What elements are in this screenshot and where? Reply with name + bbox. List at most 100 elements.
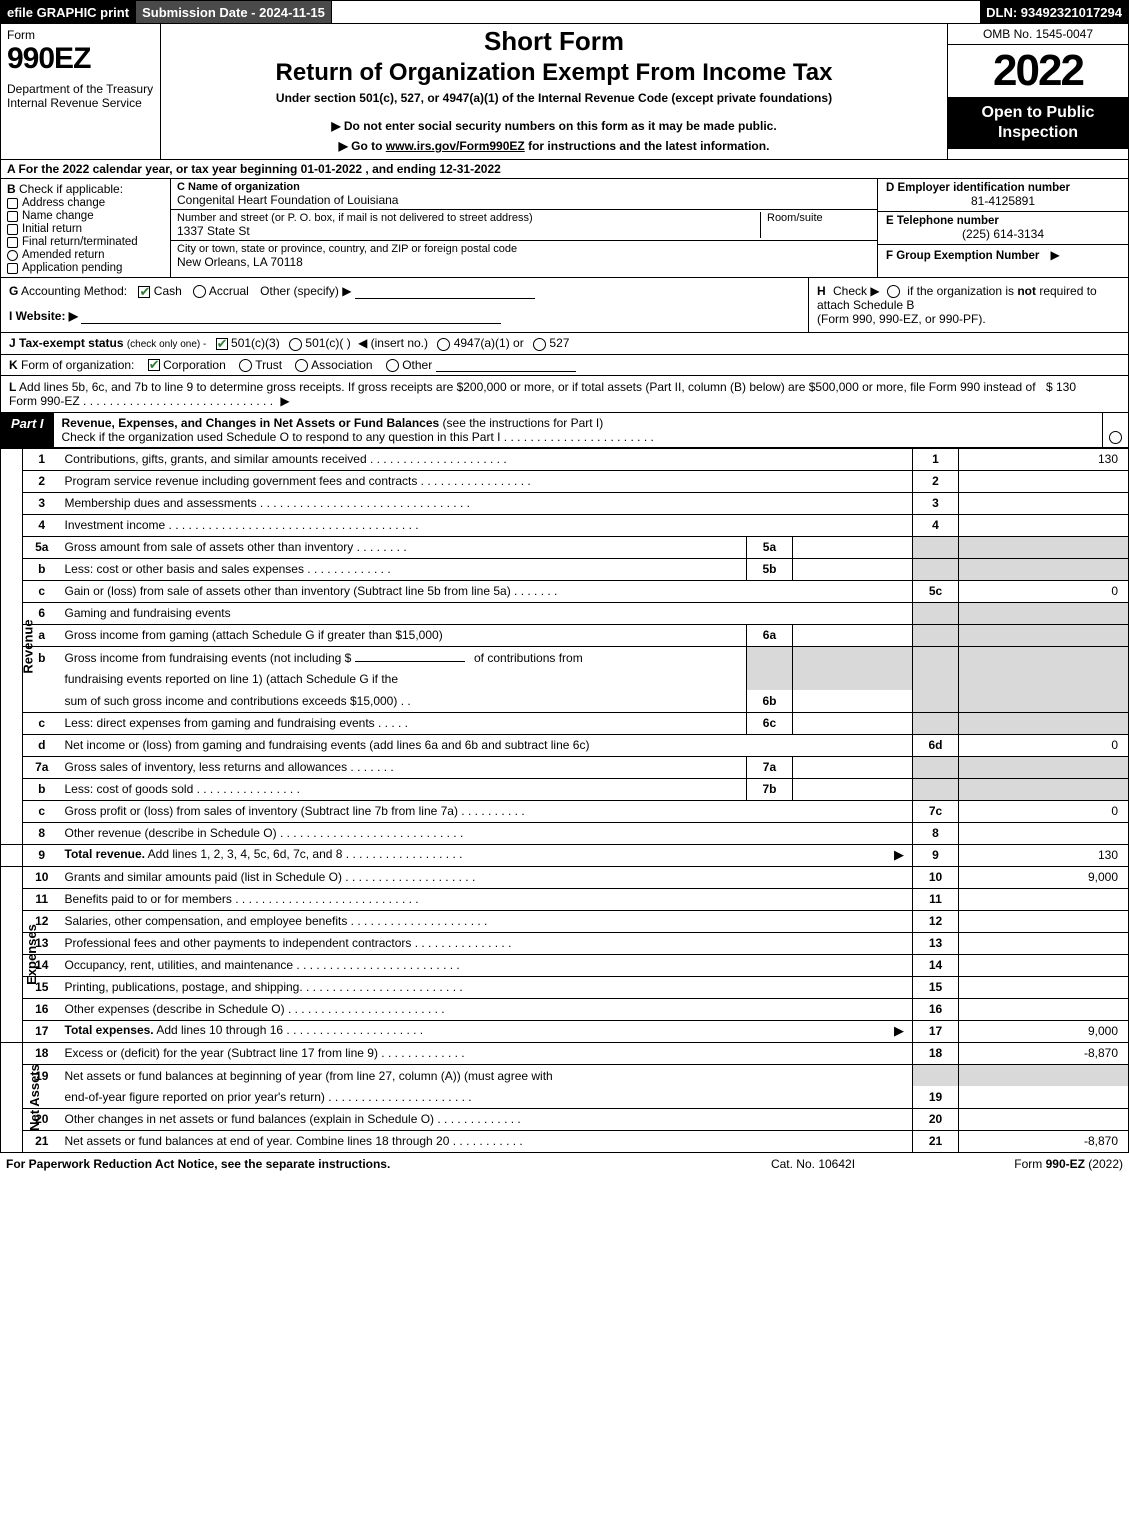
line-no: 4 (23, 514, 61, 536)
checkbox-icon (7, 237, 18, 248)
cb-initial-return[interactable]: Initial return (7, 223, 164, 235)
omb-number: OMB No. 1545-0047 (948, 24, 1128, 45)
cb-address-change[interactable]: Address change (7, 197, 164, 209)
sub-no: 7a (746, 756, 792, 778)
line-ref (913, 778, 959, 800)
footer-right-bold: 990-EZ (1046, 1157, 1085, 1171)
cb-association[interactable]: Association (295, 358, 372, 372)
row-15: 15Printing, publications, postage, and s… (1, 976, 1129, 998)
org-name: Congenital Heart Foundation of Louisiana (177, 193, 871, 207)
line-amount (959, 888, 1129, 910)
line-ref: 17 (913, 1020, 959, 1042)
line-no: b (23, 558, 61, 580)
line-desc: Gross income from fundraising events (no… (61, 646, 747, 668)
side-expenses: Expenses (1, 866, 23, 1042)
i-website-input-line[interactable] (81, 310, 501, 324)
checkbox-icon (437, 338, 450, 351)
part-i-check-dots: . . . . . . . . . . . . . . . . . . . . … (500, 430, 653, 444)
d-ein-value: 81-4125891 (886, 194, 1120, 208)
cb-501c3[interactable]: 501(c)(3) (216, 336, 280, 350)
form-word: Form (7, 28, 154, 42)
sub-no: 5a (746, 536, 792, 558)
part-i-checkbox[interactable] (1102, 413, 1128, 447)
line-amount (959, 1064, 1129, 1086)
line-desc: Other expenses (describe in Schedule O) … (61, 998, 913, 1020)
row-6a: aGross income from gaming (attach Schedu… (1, 624, 1129, 646)
line-amount: -8,870 (959, 1042, 1129, 1064)
row-6b-d2: of contributions from (474, 651, 583, 665)
line-amount: 130 (959, 844, 1129, 866)
k-other-input-line[interactable] (436, 360, 576, 372)
line-ref: 20 (913, 1108, 959, 1130)
checkbox-icon (533, 338, 546, 351)
cb-accrual[interactable]: Accrual (193, 284, 249, 298)
g-other-input-line[interactable] (355, 285, 535, 299)
g-accounting-method: G Accounting Method: Cash Accrual Other … (1, 278, 808, 332)
line-ref (913, 558, 959, 580)
f-group-row: F Group Exemption Number ▶ (878, 245, 1128, 265)
cb-application-pending[interactable]: Application pending (7, 262, 164, 274)
line-amount (959, 492, 1129, 514)
line-ref: 5c (913, 580, 959, 602)
d-ein-row: D Employer identification number 81-4125… (878, 179, 1128, 212)
notice-do-not-ssn: ▶ Do not enter social security numbers o… (169, 119, 939, 133)
row-9-text: Add lines 1, 2, 3, 4, 5c, 6d, 7c, and 8 … (145, 847, 463, 861)
row-7a: 7aGross sales of inventory, less returns… (1, 756, 1129, 778)
cb-trust[interactable]: Trust (239, 358, 282, 372)
cb-label: Initial return (22, 223, 82, 235)
line-ref: 4 (913, 514, 959, 536)
l-dots: . . . . . . . . . . . . . . . . . . . . … (80, 394, 273, 408)
c-label: C Name of organization (177, 181, 300, 193)
line-ref: 18 (913, 1042, 959, 1064)
line-a-pre: A For the 2022 calendar year, or tax yea… (7, 162, 301, 176)
line-no: b (23, 778, 61, 800)
row-13: 13Professional fees and other payments t… (1, 932, 1129, 954)
cb-label: Name change (22, 210, 94, 222)
footer-cat-no: Cat. No. 10642I (703, 1157, 923, 1171)
cb-name-change[interactable]: Name change (7, 210, 164, 222)
row-6c: cLess: direct expenses from gaming and f… (1, 712, 1129, 734)
row-6b-blank[interactable] (355, 650, 465, 662)
title-short-form: Short Form (169, 26, 939, 57)
row-14: 14Occupancy, rent, utilities, and mainte… (1, 954, 1129, 976)
c-city-row: City or town, state or province, country… (171, 241, 877, 271)
cb-label: Address change (22, 197, 105, 209)
line-amount (959, 470, 1129, 492)
b-letter: B (7, 182, 16, 196)
side-net-assets: Net Assets (1, 1042, 23, 1152)
donot-text: Do not enter social security numbers on … (344, 119, 777, 133)
irs-link[interactable]: www.irs.gov/Form990EZ (386, 139, 525, 153)
sub-no: 5b (746, 558, 792, 580)
cb-corporation[interactable]: Corporation (148, 358, 226, 372)
cb-cash[interactable]: Cash (138, 284, 181, 298)
line-desc: end-of-year figure reported on prior yea… (61, 1086, 913, 1108)
line-no: 3 (23, 492, 61, 514)
line-desc: Gain or (loss) from sale of assets other… (61, 580, 913, 602)
checkbox-icon (239, 359, 252, 372)
cb-4947[interactable]: 4947(a)(1) or (437, 336, 523, 350)
cb-amended-return[interactable]: Amended return (7, 249, 164, 261)
triangle-icon: ▶ (339, 139, 352, 153)
side-expenses-label: Expenses (24, 924, 39, 985)
sub-no: 6b (746, 690, 792, 712)
triangle-icon: ▶ (331, 119, 344, 133)
part-i-check-text: Check if the organization used Schedule … (62, 430, 501, 444)
line-amount (959, 954, 1129, 976)
row-8: 8Other revenue (describe in Schedule O) … (1, 822, 1129, 844)
cb-final-return[interactable]: Final return/terminated (7, 236, 164, 248)
line-no: c (23, 712, 61, 734)
cb-527[interactable]: 527 (533, 336, 569, 350)
city-value: New Orleans, LA 70118 (177, 255, 871, 269)
h-text2: if the organization is (907, 284, 1017, 298)
sub-no (746, 646, 792, 690)
cb-501c[interactable]: 501(c)( ) (289, 336, 351, 350)
section-c-name-address: C Name of organization Congenital Heart … (171, 179, 878, 277)
efile-print[interactable]: efile GRAPHIC print (1, 1, 136, 23)
cb-other-org[interactable]: Other (386, 358, 432, 372)
footer-right-pre: Form (1014, 1157, 1045, 1171)
f-group-label: F Group Exemption Number (886, 250, 1039, 262)
line-amount: 0 (959, 734, 1129, 756)
dept-treasury: Department of the Treasury Internal Reve… (7, 82, 154, 110)
line-amount (959, 602, 1129, 624)
checkbox-icon[interactable] (887, 285, 900, 298)
